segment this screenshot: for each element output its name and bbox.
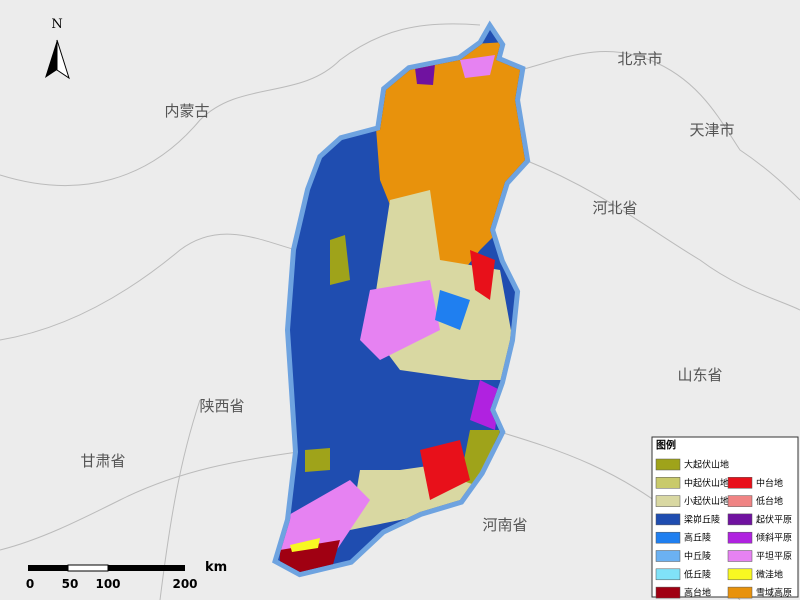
- place-label: 甘肃省: [80, 452, 125, 470]
- legend-swatch: [655, 513, 681, 526]
- legend-label: 高丘陵: [684, 532, 711, 544]
- place-label: 山东省: [677, 366, 722, 384]
- scale-label: 200: [172, 577, 197, 591]
- place-label: 内蒙古: [164, 102, 209, 120]
- legend-label: 中起伏山地: [684, 477, 729, 489]
- legend-swatch: [655, 531, 681, 544]
- north-label: N: [51, 17, 62, 32]
- legend-title: 图例: [656, 439, 676, 452]
- legend-swatch: [727, 568, 753, 581]
- legend-swatch: [727, 550, 753, 562]
- legend-swatch: [727, 531, 753, 544]
- legend-swatch: [727, 586, 753, 599]
- scale-label: 100: [95, 577, 120, 591]
- legend-swatch: [727, 513, 753, 526]
- legend-label: 起伏平原: [756, 513, 792, 525]
- legend-label: 倾斜平原: [756, 532, 792, 544]
- legend-label: 微洼地: [756, 568, 783, 580]
- legend-label: 梁峁丘陵: [684, 513, 720, 525]
- legend-label: 中台地: [756, 477, 783, 489]
- legend-swatch: [655, 550, 681, 562]
- north-arrow: N: [45, 17, 70, 80]
- legend-label: 高台地: [684, 587, 711, 599]
- place-label: 北京市: [617, 50, 662, 68]
- scale-unit: km: [205, 560, 227, 575]
- place-label: 天津市: [689, 121, 734, 139]
- place-label: 河北省: [592, 199, 637, 217]
- legend-swatch: [655, 458, 681, 471]
- legend-swatch: [727, 495, 753, 507]
- legend-swatch: [727, 477, 753, 489]
- legend-label: 低丘陵: [684, 568, 711, 580]
- legend-swatch: [655, 495, 681, 507]
- scale-label: 0: [26, 577, 34, 591]
- place-label: 陕西省: [199, 397, 244, 415]
- place-label: 河南省: [482, 516, 527, 534]
- legend-label: 雪域高原: [756, 587, 792, 599]
- legend-swatch: [655, 568, 681, 581]
- legend-label: 低台地: [756, 495, 783, 507]
- legend-label: 中丘陵: [684, 550, 711, 562]
- legend-label: 小起伏山地: [684, 495, 729, 507]
- legend-swatch: [655, 477, 681, 489]
- legend-label: 大起伏山地: [684, 459, 729, 471]
- legend-swatch: [655, 586, 681, 599]
- legend-label: 平坦平原: [756, 551, 792, 562]
- scale-label: 50: [62, 577, 79, 591]
- scale-bar: km 0 50 100 200: [26, 560, 227, 591]
